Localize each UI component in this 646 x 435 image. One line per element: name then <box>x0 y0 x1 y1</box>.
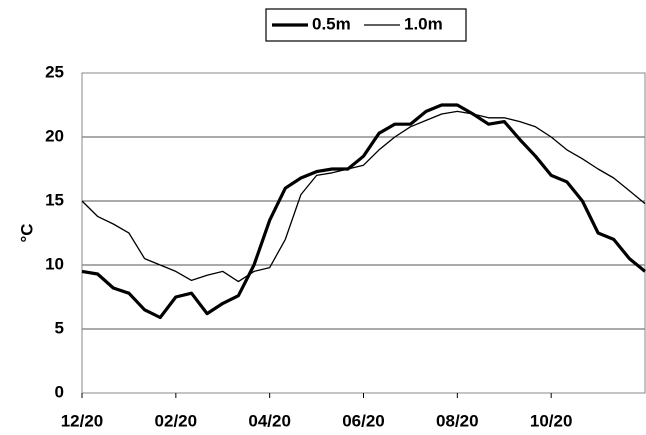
y-tick-label: 10 <box>45 254 64 273</box>
y-tick-label: 5 <box>55 318 64 337</box>
y-tick-label: 25 <box>45 62 64 81</box>
x-tick-label: 12/20 <box>61 411 104 430</box>
y-tick-label: 20 <box>45 126 64 145</box>
y-tick-label: 0 <box>55 382 64 401</box>
x-tick-label: 04/20 <box>248 411 291 430</box>
legend-label: 1.0m <box>404 14 443 33</box>
line-series <box>81 103 646 320</box>
x-tick-label: 02/20 <box>155 411 198 430</box>
x-tick-label: 08/20 <box>436 411 479 430</box>
y-tick-label: 15 <box>45 190 64 209</box>
y-axis-label: °C <box>17 223 36 242</box>
legend-label: 0.5m <box>312 14 351 33</box>
line-series <box>81 110 646 283</box>
plot-border <box>81 72 646 394</box>
x-tick-label: 06/20 <box>342 411 385 430</box>
x-tick-label: 10/20 <box>530 411 573 430</box>
